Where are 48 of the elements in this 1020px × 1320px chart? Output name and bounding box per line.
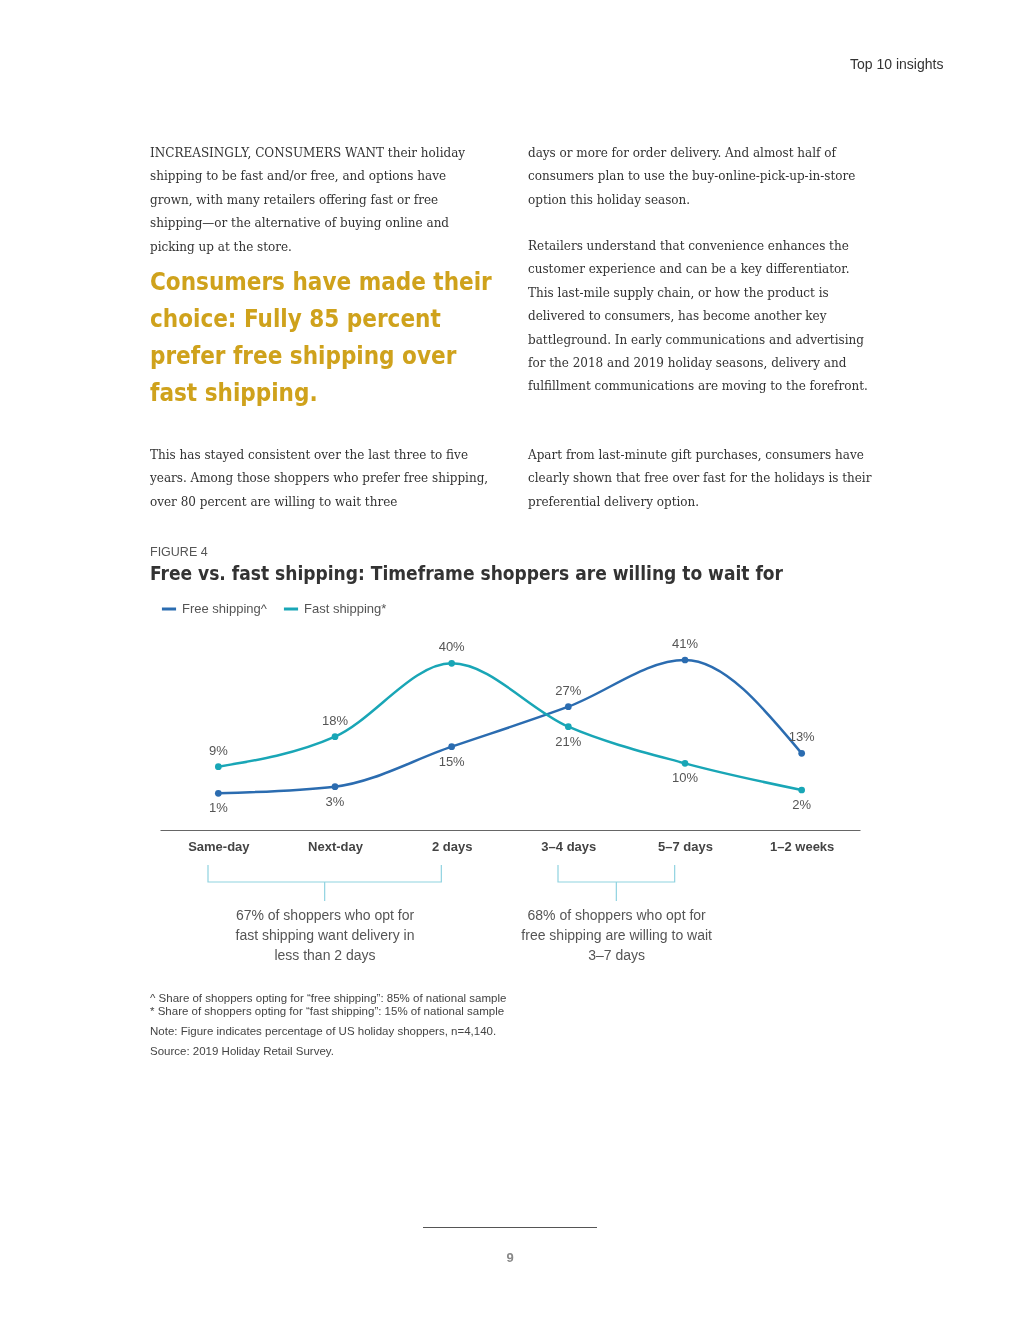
data-label: 13%	[788, 729, 816, 745]
x-tick-label: Next-day	[308, 838, 364, 854]
text: Retailers understand that convenience enhances the customer experience and can be a key differentiator. This last-mile supply chain, or how the product is delivered to consumers, has become another key battleground. In early communications and advertising for the 2018 and 2019 holiday seasons, delivery and fulfillment communications are moving to the forefront.	[528, 238, 869, 396]
point	[681, 759, 689, 767]
point	[331, 733, 339, 741]
point	[798, 749, 806, 757]
caption: FIGURE 4	[150, 545, 209, 559]
legend-label: Free shipping^	[182, 601, 268, 616]
data-label: 3%	[325, 793, 345, 809]
x-tick-label: 2 days	[431, 838, 473, 854]
text: days or more for order delivery. And almost half of consumers plan to use the buy-online-pick-up-in-store option this holiday season.	[528, 145, 857, 209]
data-label: 41%	[671, 636, 699, 651]
text: 67% of shoppers who opt for fast shipping want delivery in less than 2 days	[234, 906, 416, 965]
x-tick-label: 5–7 days	[658, 838, 713, 854]
point	[798, 786, 806, 794]
point	[448, 659, 456, 667]
text: INCREASINGLY, CONSUMERS WANT their holiday shipping to be fast and/or free, and options have grown, with many retailers offering fast or free shipping—or the alternative of buying online and picking up at the store.	[150, 145, 467, 256]
point	[331, 783, 339, 791]
source-note: Source: 2019 Holiday Retail Survey.	[150, 1045, 335, 1057]
point	[448, 743, 456, 751]
text: 9	[505, 1250, 515, 1265]
text: Apart from last-minute gift purchases, consumers have clearly shown that free over fast for the holidays is their preferential delivery option.	[528, 447, 873, 511]
text: This has stayed consistent over the last three to five years. Among those shoppers who prefer free shipping, over 80 percent are willing to wait three	[150, 447, 490, 511]
point	[214, 763, 222, 771]
text: 68% of shoppers who opt for free shipping are willing to wait 3–7 days	[520, 906, 713, 965]
text: Consumers have made their choice: Fully 85 percent prefer free shipping over fast shipping.	[150, 267, 493, 409]
legend-label: Fast shipping*	[304, 601, 387, 616]
x-tick-label: 1–2 weeks	[769, 838, 835, 854]
point	[681, 656, 689, 664]
text: Note: Figure indicates percentage of US holiday shoppers, n=4,140.	[150, 1025, 498, 1037]
text: * Share of shoppers opting for “fast shipping”: 15% of national sample	[150, 1005, 506, 1017]
data-label: 9%	[208, 742, 229, 758]
chart-title: Free vs. fast shipping: Timeframe shoppers are willing to wait for	[150, 562, 784, 584]
point	[214, 789, 222, 797]
data-label: 18%	[321, 712, 349, 728]
point	[564, 703, 572, 711]
data-label: 40%	[438, 639, 466, 655]
text: ^ Share of shoppers opting for “free shipping”: 85% of national sample	[150, 992, 508, 1004]
text: Top 10 insights	[850, 56, 945, 72]
data-label: 21%	[555, 733, 582, 749]
data-label: 2%	[792, 797, 812, 812]
data-label: 1%	[208, 800, 229, 816]
x-tick-label: 3–4 days	[541, 838, 597, 854]
data-label: 10%	[671, 770, 699, 786]
data-label: 15%	[438, 753, 466, 769]
data-label: 27%	[555, 682, 582, 698]
point	[564, 723, 572, 731]
x-tick-label: Same-day	[188, 838, 251, 854]
